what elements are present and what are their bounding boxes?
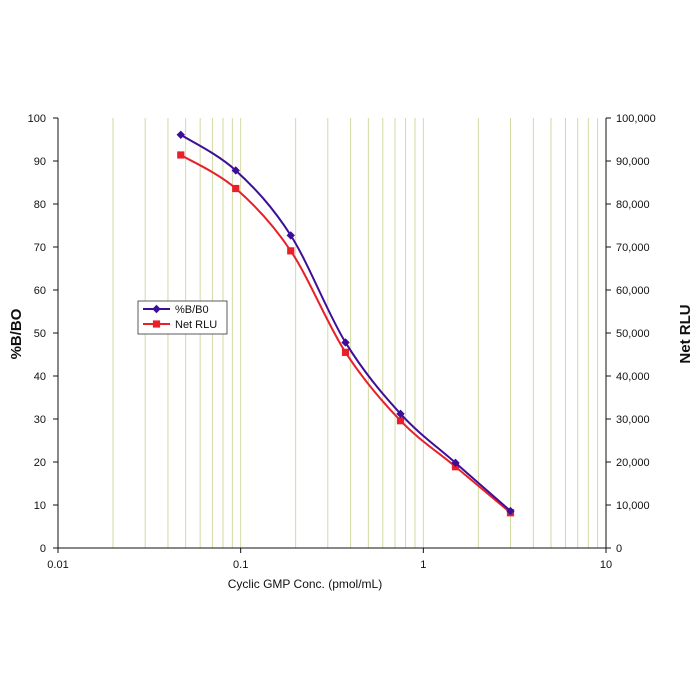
legend-items: %B/B0 Net RLU (143, 304, 217, 331)
data-point (231, 166, 240, 175)
right-y-tick-label: 30,000 (616, 414, 650, 426)
right-y-tick-label: 70,000 (616, 242, 650, 254)
series-line (180, 133, 512, 512)
data-point (396, 409, 405, 419)
right-y-axis-title: Net RLU (677, 304, 694, 363)
data-point (396, 417, 405, 425)
right-y-tick-label: 0 (616, 543, 622, 555)
data-point (177, 151, 185, 159)
left-y-tick-label: 80 (34, 199, 46, 211)
left-y-axis-title: %B/BO (8, 308, 25, 359)
data-point (232, 184, 240, 193)
series-line (180, 154, 512, 514)
data-point (341, 348, 350, 356)
left-y-tick-label: 40 (34, 371, 46, 383)
right-y-tick-label: 10,000 (616, 500, 650, 512)
right-y-tick-label: 100,000 (616, 113, 656, 125)
data-point (451, 458, 460, 468)
x-tick-label: 10 (600, 559, 612, 571)
legend-label: %B/B0 (175, 304, 209, 316)
grid-lines (112, 118, 599, 548)
left-y-tick-label: 20 (34, 457, 46, 469)
legend-marker (152, 304, 161, 314)
right-y-tick-label: 80,000 (616, 199, 650, 211)
x-tick-label: 1 (420, 559, 426, 571)
left-y-tick-label: 50 (34, 328, 46, 340)
data-point (286, 231, 295, 240)
legend-box (137, 300, 228, 335)
data-point (506, 506, 515, 516)
legend: %B/B0 Net RLU (137, 300, 228, 335)
data-point (287, 247, 295, 255)
left-y-tick-label: 10 (34, 500, 46, 512)
left-y-tick-label: 0 (40, 543, 46, 555)
x-tick-label: 0.1 (233, 559, 248, 571)
right-y-tick-label: 50,000 (616, 328, 650, 340)
data-point (176, 130, 185, 139)
left-y-tick-label: 90 (34, 156, 46, 168)
right-y-tick-label: 60,000 (616, 285, 650, 297)
left-y-axis-ticks: 0 10 20 30 40 50 60 70 80 90 100 (28, 113, 58, 555)
left-y-tick-label: 60 (34, 285, 46, 297)
x-axis-ticks: 0.01 0.1 1 10 (47, 548, 612, 571)
legend-label: Net RLU (175, 319, 217, 331)
left-y-tick-label: 70 (34, 242, 46, 254)
x-axis-title: Cyclic GMP Conc. (pmol/mL) (228, 577, 382, 591)
left-y-tick-label: 100 (28, 113, 46, 125)
right-y-tick-label: 90,000 (616, 156, 650, 168)
series-percent-b-b0 (176, 130, 515, 516)
data-point (341, 338, 350, 347)
x-tick-label: 0.01 (47, 559, 68, 571)
right-y-tick-label: 20,000 (616, 457, 650, 469)
left-y-tick-label: 30 (34, 414, 46, 426)
series-layer (176, 130, 515, 517)
series-net-rlu (177, 151, 515, 517)
right-y-tick-label: 40,000 (616, 371, 650, 383)
legend-marker (152, 320, 161, 328)
right-y-axis-ticks: 0 10,000 20,000 30,000 40,000 50,000 60,000 70,… (606, 113, 656, 555)
